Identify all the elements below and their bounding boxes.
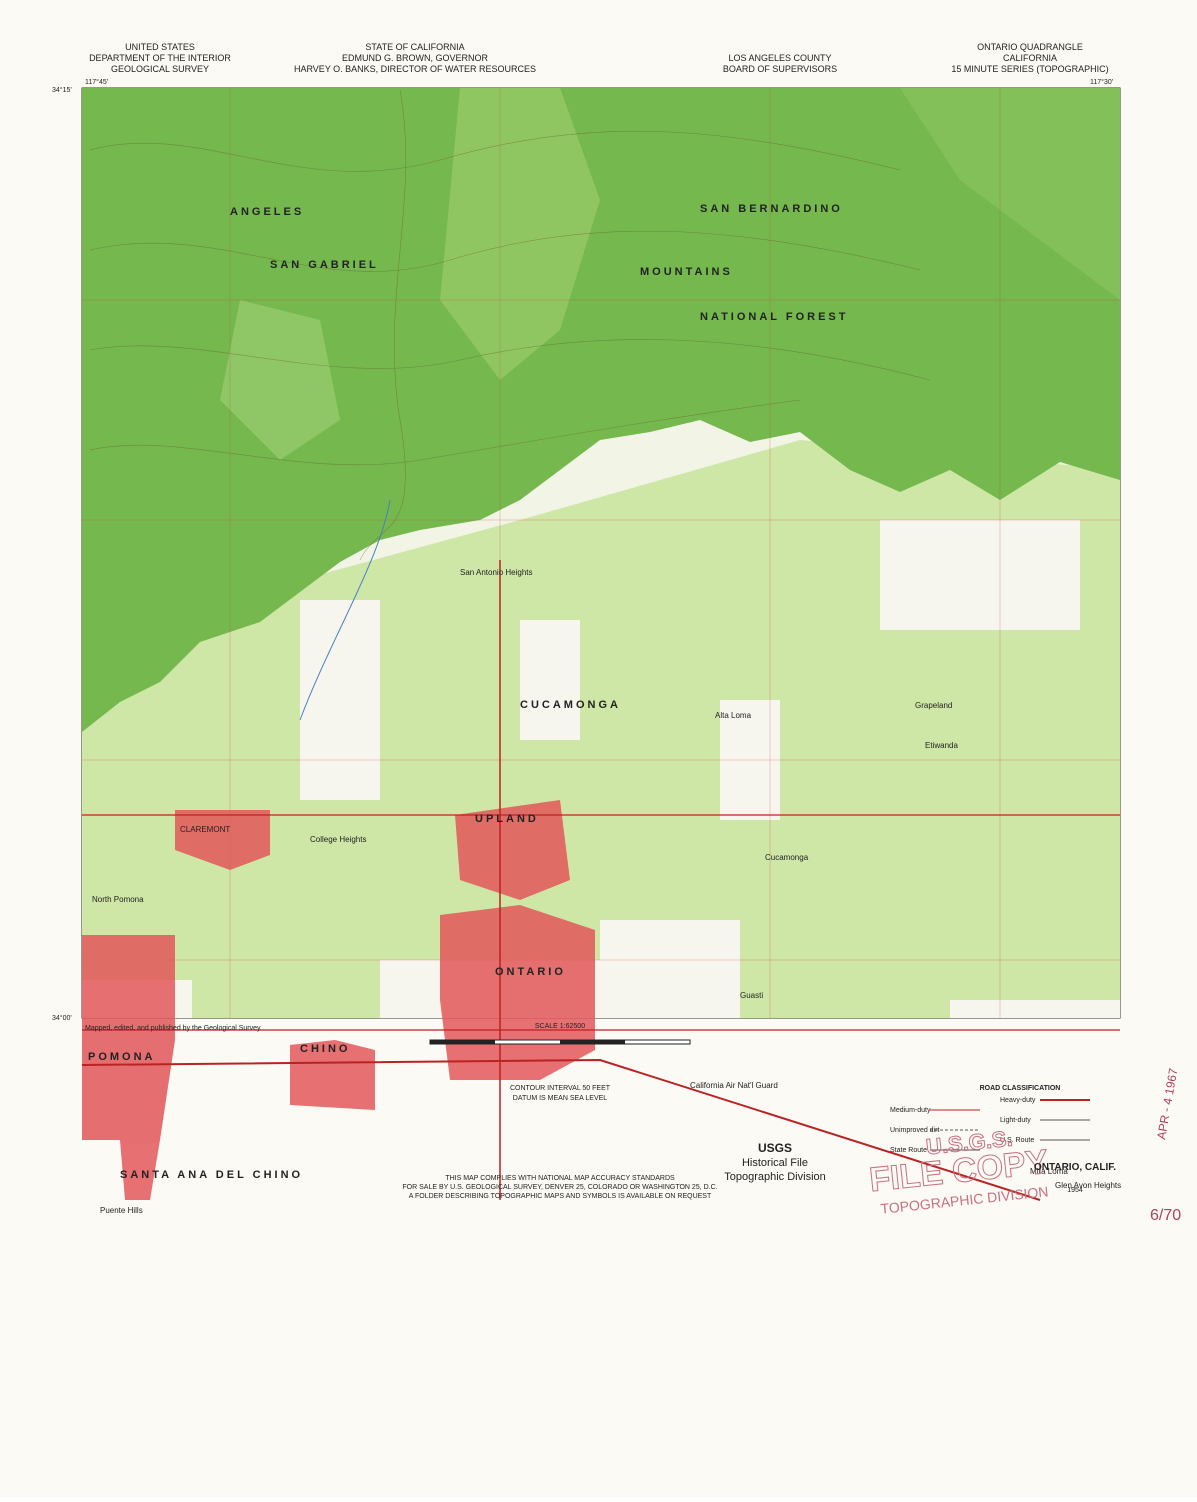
place-label: SAN BERNARDINO: [700, 203, 843, 215]
road-legend: Heavy-duty Medium-duty Light-duty Unimprove…: [890, 1097, 1090, 1154]
header-text: ONTARIO QUADRANGLE: [977, 42, 1083, 52]
handwritten-note: 6/70: [1150, 1207, 1181, 1224]
place-label: Cucamonga: [765, 853, 809, 862]
place-label: North Pomona: [92, 895, 144, 904]
stamp-text: Topographic Division: [724, 1171, 826, 1183]
coordinate: 117°45': [85, 78, 108, 86]
ridge: [220, 300, 340, 460]
place-label: CHINO: [300, 1043, 350, 1055]
legend-label: State Route: [890, 1147, 927, 1154]
map-year: 1954: [1067, 1187, 1083, 1194]
place-label: UPLAND: [475, 813, 539, 825]
ridge: [440, 88, 600, 380]
place-label: MOUNTAINS: [640, 266, 733, 278]
place-label: Grapeland: [915, 701, 952, 710]
stamp-text: Historical File: [742, 1157, 808, 1169]
place-label: Alta Loma: [715, 711, 752, 720]
place-label: NATIONAL FOREST: [700, 311, 848, 323]
place-label: Etiwanda: [925, 741, 958, 750]
footer-text: THIS MAP COMPLIES WITH NATIONAL MAP ACCU…: [445, 1175, 675, 1182]
place-label: Mira Loma: [1030, 1167, 1068, 1176]
coordinate: 34°00': [52, 1014, 72, 1022]
mountains: [82, 88, 1120, 732]
coordinate: 34°15': [52, 86, 72, 94]
contours: [89, 89, 931, 561]
map-body: [81, 87, 1121, 1201]
header-text: HARVEY O. BANKS, DIRECTOR OF WATER RESOU…: [294, 64, 536, 74]
place-label: Glen Avon Heights: [1055, 1181, 1121, 1190]
place-label: SAN GABRIEL: [270, 259, 379, 271]
section-lines: [82, 88, 1120, 1018]
legend-label: Unimproved dirt: [890, 1127, 939, 1134]
place-label: SANTA ANA DEL CHINO: [120, 1169, 303, 1181]
footer-text: DATUM IS MEAN SEA LEVEL: [513, 1095, 608, 1102]
place-label: CUCAMONGA: [520, 699, 621, 711]
header-text: BOARD OF SUPERVISORS: [723, 64, 837, 74]
place-label: CLAREMONT: [180, 825, 230, 834]
valley: [82, 440, 1120, 1018]
place-label: ONTARIO: [495, 966, 566, 978]
place-label: Guasti: [740, 991, 763, 1000]
scale-bar: [429, 1039, 691, 1045]
header-text: GEOLOGICAL SURVEY: [111, 64, 209, 74]
map-name: ONTARIO, CALIF.: [1034, 1162, 1116, 1173]
place-label: POMONA: [88, 1051, 156, 1063]
footer-text: Mapped, edited, and published by the Geo…: [85, 1025, 261, 1032]
roads: [81, 499, 1120, 1201]
header-text: EDMUND G. BROWN, GOVERNOR: [342, 53, 489, 63]
header-text: UNITED STATES: [125, 42, 195, 52]
place-label: College Heights: [310, 835, 366, 844]
footer-text: SCALE 1:62500: [535, 1023, 585, 1030]
legend-label: U.S. Route: [1000, 1137, 1034, 1144]
place-labels: ANGELES SAN GABRIEL MOUNTAINS SAN BERNARDIN…: [88, 203, 1121, 1215]
place-label: San Antonio Heights: [460, 568, 533, 577]
urban-areas: [82, 800, 595, 1200]
header-text: LOS ANGELES COUNTY: [728, 53, 831, 63]
place-label: California Air Nat'l Guard: [690, 1081, 778, 1090]
place-label: Puente Hills: [100, 1206, 143, 1215]
header-text: CALIFORNIA: [1003, 53, 1057, 63]
ridge: [900, 88, 1120, 300]
legend-label: Medium-duty: [890, 1107, 931, 1114]
header-text: DEPARTMENT OF THE INTERIOR: [89, 53, 231, 63]
legend-title: ROAD CLASSIFICATION: [980, 1085, 1061, 1092]
footer-text: FOR SALE BY U.S. GEOLOGICAL SURVEY, DENV…: [402, 1184, 717, 1191]
footer-text: CONTOUR INTERVAL 50 FEET: [510, 1085, 611, 1092]
coordinate: 117°30': [1090, 78, 1113, 86]
place-label: ANGELES: [230, 206, 304, 218]
stamp-text: USGS: [758, 1141, 792, 1155]
legend-label: Light-duty: [1000, 1117, 1031, 1124]
header-text: STATE OF CALIFORNIA: [365, 42, 464, 52]
header-text: 15 MINUTE SERIES (TOPOGRAPHIC): [951, 64, 1108, 74]
legend-label: Heavy-duty: [1000, 1097, 1036, 1104]
footer-text: A FOLDER DESCRIBING TOPOGRAPHIC MAPS AND…: [409, 1193, 712, 1200]
